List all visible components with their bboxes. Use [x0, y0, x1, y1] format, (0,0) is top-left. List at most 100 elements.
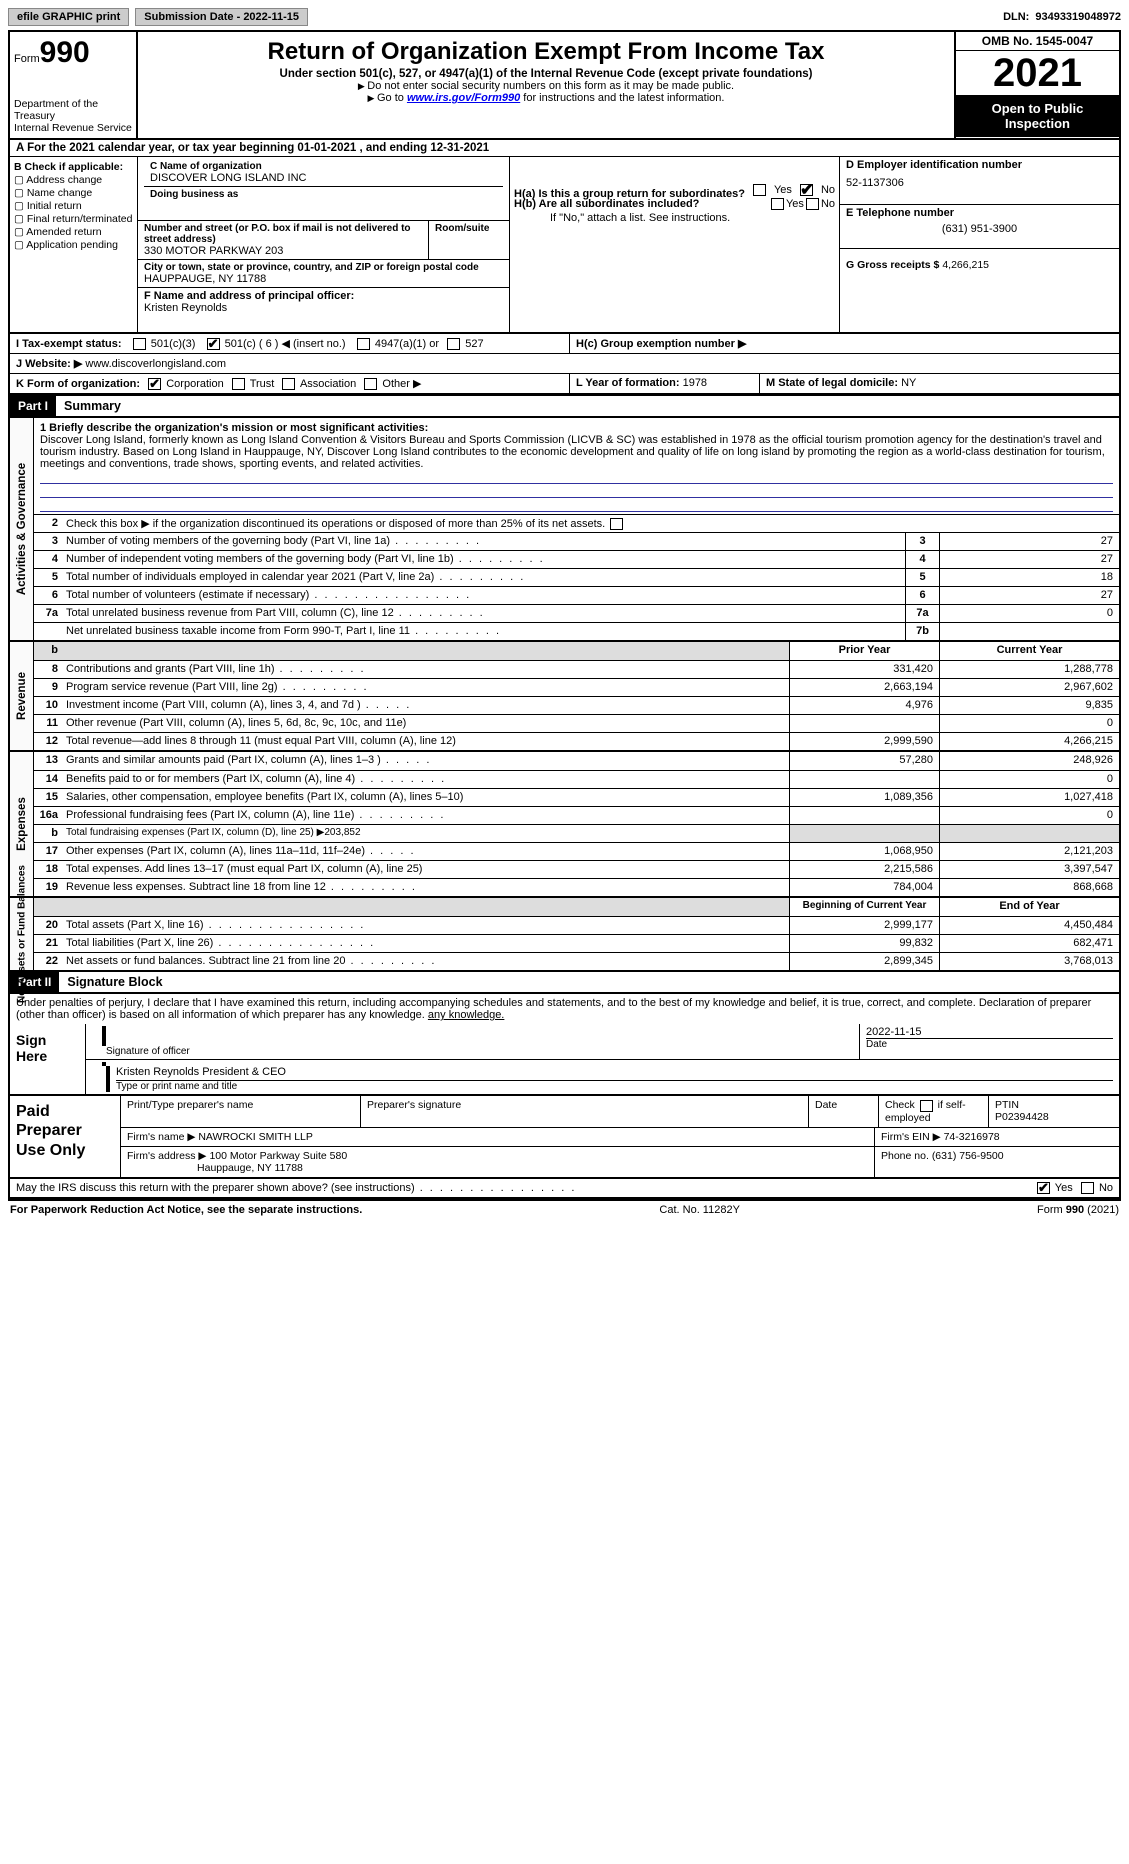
p17: 1,068,950	[789, 843, 939, 860]
h-a-no[interactable]	[800, 184, 813, 196]
chk-name-change[interactable]: Name change	[14, 187, 133, 199]
col-h-section: H(a) Is this a group return for subordin…	[509, 157, 839, 332]
h-c-label: H(c) Group exemption number ▶	[570, 334, 1119, 353]
open-public-badge: Open to Public Inspection	[956, 95, 1119, 137]
i-501c[interactable]	[207, 338, 220, 350]
line-5: Total number of individuals employed in …	[62, 569, 905, 586]
line-17: Other expenses (Part IX, column (A), lin…	[62, 843, 789, 860]
p14	[789, 771, 939, 788]
phone-value: (631) 951-3900	[846, 223, 1113, 235]
c11: 0	[939, 715, 1119, 732]
line-7a: Total unrelated business revenue from Pa…	[62, 605, 905, 622]
i-4947[interactable]	[357, 338, 370, 350]
line-21: Total liabilities (Part X, line 26)	[62, 935, 789, 952]
k-assoc[interactable]	[282, 378, 295, 390]
discuss-no[interactable]	[1081, 1182, 1094, 1194]
c8: 1,288,778	[939, 661, 1119, 678]
sign-here-label: Sign Here	[10, 1024, 85, 1094]
h-b-yes[interactable]	[771, 198, 784, 210]
chk-final-return[interactable]: Final return/terminated	[14, 213, 133, 225]
firm-addr2: Hauppauge, NY 11788	[197, 1162, 303, 1174]
prep-ptin: PTINP02394428	[989, 1096, 1119, 1126]
val-7b	[939, 623, 1119, 640]
chk-self-employed[interactable]	[920, 1100, 933, 1112]
col-b-checkboxes: B Check if applicable: Address change Na…	[10, 157, 138, 332]
dba-label: Doing business as	[150, 189, 497, 200]
c13: 248,926	[939, 752, 1119, 770]
h-b-note: If "No," attach a list. See instructions…	[510, 211, 839, 225]
revenue-section: Revenue bPrior YearCurrent Year 8Contrib…	[8, 642, 1121, 752]
p9: 2,663,194	[789, 679, 939, 696]
form-label: Form	[14, 53, 40, 65]
gross-receipts-label: G Gross receipts $	[846, 259, 939, 271]
vlabel-net-assets: Net Assets or Fund Balances	[16, 865, 27, 1003]
line-13: Grants and similar amounts paid (Part IX…	[62, 752, 789, 770]
officer-name-title: Kristen Reynolds President & CEO	[116, 1066, 1113, 1078]
k-other[interactable]	[364, 378, 377, 390]
discuss-yes[interactable]	[1037, 1182, 1050, 1194]
i-501c3[interactable]	[133, 338, 146, 350]
chk-application-pending[interactable]: Application pending	[14, 239, 133, 251]
prep-date-hdr: Date	[809, 1096, 879, 1126]
form-number: 990	[40, 36, 90, 69]
ein-value: 52-1137306	[846, 177, 1113, 189]
omb-number: OMB No. 1545-0047	[956, 32, 1119, 51]
irs-link[interactable]: www.irs.gov/Form990	[407, 92, 520, 104]
line-6: Total number of volunteers (estimate if …	[62, 587, 905, 604]
perjury-declaration: Under penalties of perjury, I declare th…	[10, 994, 1119, 1024]
c16a: 0	[939, 807, 1119, 824]
val-5: 18	[939, 569, 1119, 586]
org-name-label: C Name of organization	[150, 161, 497, 172]
firm-ein: 74-3216978	[944, 1131, 1000, 1143]
c12: 4,266,215	[939, 733, 1119, 750]
discuss-text: May the IRS discuss this return with the…	[16, 1182, 1035, 1194]
chk-amended-return[interactable]: Amended return	[14, 226, 133, 238]
i-527[interactable]	[447, 338, 460, 350]
firm-phone: (631) 756-9500	[932, 1150, 1004, 1162]
i-label: I Tax-exempt status:	[16, 338, 122, 350]
p15: 1,089,356	[789, 789, 939, 806]
net-assets-section: Net Assets or Fund Balances Beginning of…	[8, 898, 1121, 972]
j-label: J Website: ▶	[16, 358, 82, 370]
submission-date-button[interactable]: Submission Date - 2022-11-15	[135, 8, 308, 26]
vlabel-expenses: Expenses	[16, 797, 28, 851]
activities-governance-section: Activities & Governance 1 Briefly descri…	[8, 418, 1121, 642]
val-6: 27	[939, 587, 1119, 604]
form-title: Return of Organization Exempt From Incom…	[144, 38, 948, 66]
line-2-checkbox[interactable]	[610, 518, 623, 530]
top-bar: efile GRAPHIC print Submission Date - 20…	[8, 8, 1121, 26]
sig-date-value: 2022-11-15	[866, 1026, 1113, 1038]
h-b-label: H(b) Are all subordinates included?	[514, 198, 699, 210]
k-trust[interactable]	[232, 378, 245, 390]
efile-print-button[interactable]: efile GRAPHIC print	[8, 8, 129, 26]
h-a-yes[interactable]	[753, 184, 766, 196]
c10: 9,835	[939, 697, 1119, 714]
part-i-header: Part I Summary	[8, 395, 1121, 418]
chk-initial-return[interactable]: Initial return	[14, 200, 133, 212]
c17: 2,121,203	[939, 843, 1119, 860]
line-8: Contributions and grants (Part VIII, lin…	[62, 661, 789, 678]
identity-block: B Check if applicable: Address change Na…	[8, 157, 1121, 334]
p8: 331,420	[789, 661, 939, 678]
chk-address-change[interactable]: Address change	[14, 174, 133, 186]
website-value: www.discoverlongisland.com	[85, 358, 226, 370]
paid-preparer-label: Paid Preparer Use Only	[10, 1096, 120, 1176]
p13: 57,280	[789, 752, 939, 770]
h-b-no[interactable]	[806, 198, 819, 210]
e22: 3,768,013	[939, 953, 1119, 970]
prep-sig-hdr: Preparer's signature	[361, 1096, 809, 1126]
footer-right: Form 990 (2021)	[1037, 1204, 1119, 1216]
goto-note: Go to www.irs.gov/Form990 for instructio…	[144, 92, 948, 104]
dept-treasury: Department of the Treasury Internal Reve…	[14, 98, 132, 134]
form-subtitle: Under section 501(c), 527, or 4947(a)(1)…	[144, 68, 948, 80]
firm-addr1: 100 Motor Parkway Suite 580	[209, 1150, 347, 1162]
mission-text: Discover Long Island, formerly known as …	[40, 434, 1113, 470]
k-corp[interactable]	[148, 378, 161, 390]
ssn-note: Do not enter social security numbers on …	[144, 80, 948, 92]
line-2: Check this box ▶ if the organization dis…	[62, 515, 1119, 532]
p11	[789, 715, 939, 732]
tax-year: 2021	[956, 51, 1119, 95]
line-15: Salaries, other compensation, employee b…	[62, 789, 789, 806]
prep-name-hdr: Print/Type preparer's name	[121, 1096, 361, 1126]
signature-block: Under penalties of perjury, I declare th…	[8, 994, 1121, 1096]
